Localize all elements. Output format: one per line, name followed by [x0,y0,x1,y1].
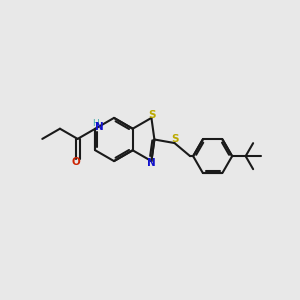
Text: N: N [147,158,156,168]
Text: H: H [92,119,99,128]
Text: S: S [148,110,156,120]
Text: N: N [95,122,104,132]
Text: S: S [171,134,179,144]
Text: O: O [72,157,80,167]
